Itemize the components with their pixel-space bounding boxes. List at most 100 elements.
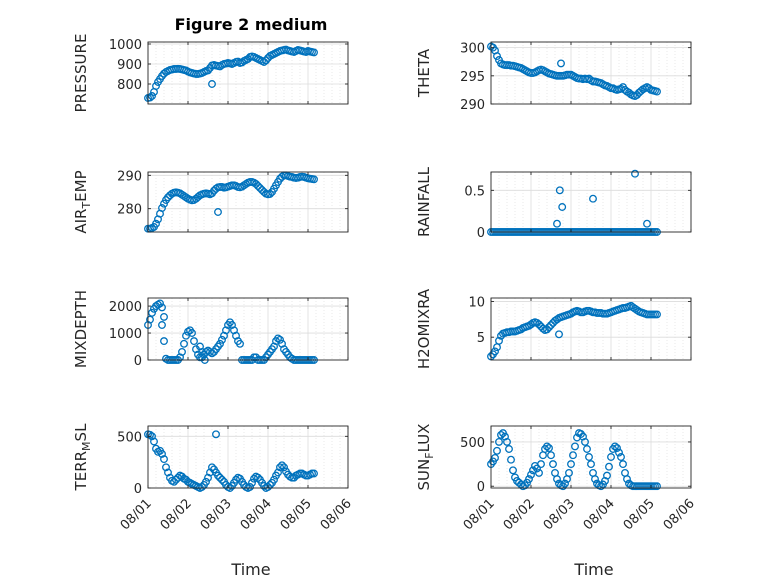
data-point [204, 66, 212, 75]
subplot-h2omixra: 5 10 H2OMIXRA [415, 288, 692, 369]
y-tick-label: 0 [477, 226, 485, 241]
data-point [567, 460, 575, 469]
data-point [495, 336, 503, 345]
data-point [653, 482, 661, 491]
data-point [615, 448, 623, 457]
data-point [254, 473, 262, 482]
data-point [254, 182, 262, 190]
data-point [491, 347, 499, 356]
axes-box [147, 171, 349, 233]
data-point [653, 87, 661, 96]
data-point [218, 475, 226, 484]
data-point [553, 315, 561, 324]
data-point [198, 483, 206, 491]
data-point [607, 453, 615, 461]
axes-box [490, 171, 692, 233]
data-point [148, 92, 156, 100]
data-point [605, 462, 613, 471]
data-point [160, 312, 168, 321]
subplot-theta: 290 295 300 THETA [415, 41, 692, 113]
data-point [558, 203, 567, 211]
data-point [146, 93, 154, 102]
data-point [507, 455, 515, 464]
data-point [246, 483, 254, 491]
y-tick-label: 900 [117, 58, 142, 73]
data-point [497, 430, 505, 439]
data-point [184, 327, 192, 336]
data-point [533, 464, 541, 473]
y-tick-label: 1000 [109, 327, 142, 342]
data-point [509, 466, 517, 475]
data-point [208, 463, 216, 472]
x-tick-label: 08/01 [461, 496, 498, 533]
y-tick-label: 2000 [109, 300, 142, 315]
data-point [581, 437, 589, 446]
data-point [587, 460, 595, 469]
y-tick-label: 1000 [109, 38, 142, 53]
x-tick-label: 08/04 [581, 496, 618, 533]
data-point [643, 219, 651, 228]
data-point [555, 330, 563, 339]
data-point [603, 471, 611, 480]
x-tick-label: 08/03 [198, 496, 235, 533]
y-tick-label: 290 [460, 98, 485, 113]
y-axis-label: THETA [415, 48, 433, 98]
data-point [198, 347, 206, 356]
data-point [266, 190, 274, 198]
data-point [589, 194, 597, 203]
data-point [208, 80, 216, 88]
data-point [597, 482, 605, 491]
data-point [274, 468, 282, 477]
x-tick-label: 08/05 [621, 496, 658, 533]
data-point [537, 460, 545, 469]
y-tick-label: 10 [468, 296, 485, 311]
data-point [172, 475, 180, 484]
x-tick-label: 08/06 [661, 496, 698, 533]
data-point [158, 72, 166, 80]
data-point [569, 451, 577, 460]
data-point [547, 451, 555, 460]
figure-title: Figure 2 medium [175, 15, 328, 34]
y-axis-label: MIXDEPTH [72, 290, 90, 368]
data-point [503, 437, 511, 446]
y-axis-label: PRESSURE [72, 34, 90, 113]
y-tick-label: 295 [460, 70, 485, 85]
data-point [216, 473, 224, 482]
x-tick-label: 08/02 [158, 496, 195, 533]
subplot-air-temp: 280 290 AIRTEMP [72, 169, 349, 234]
data-point [553, 219, 561, 228]
data-point [146, 315, 154, 324]
data-point [158, 303, 166, 312]
data-point [276, 335, 284, 344]
data-point [545, 444, 553, 453]
data-point [162, 463, 170, 472]
data-point [613, 444, 621, 453]
data-point [148, 308, 156, 317]
data-point [190, 337, 198, 346]
y-tick-label: 500 [460, 436, 485, 451]
data-point [553, 475, 561, 484]
data-point [547, 321, 555, 330]
data-point [633, 91, 641, 99]
data-point [214, 471, 222, 480]
data-point [505, 445, 513, 453]
x-tick-label: 08/06 [318, 496, 355, 533]
x-axis-label-left: Time [230, 560, 270, 579]
data-point [517, 325, 525, 334]
data-point [274, 334, 282, 343]
x-tick-label: 08/03 [541, 496, 578, 533]
data-point [495, 437, 503, 446]
data-point [619, 460, 627, 469]
y-tick-label: 800 [117, 78, 142, 93]
data-point [178, 347, 186, 356]
data-point [270, 475, 278, 484]
data-point [188, 329, 196, 337]
data-point [543, 325, 551, 334]
y-tick-label: 300 [460, 42, 485, 57]
subplot-rainfall: 0 0.5 RAINFALL [415, 166, 692, 241]
x-axis-label-right: Time [573, 560, 613, 579]
data-point [158, 449, 166, 458]
data-point [525, 475, 533, 484]
data-point [180, 339, 188, 348]
data-point [653, 310, 661, 319]
